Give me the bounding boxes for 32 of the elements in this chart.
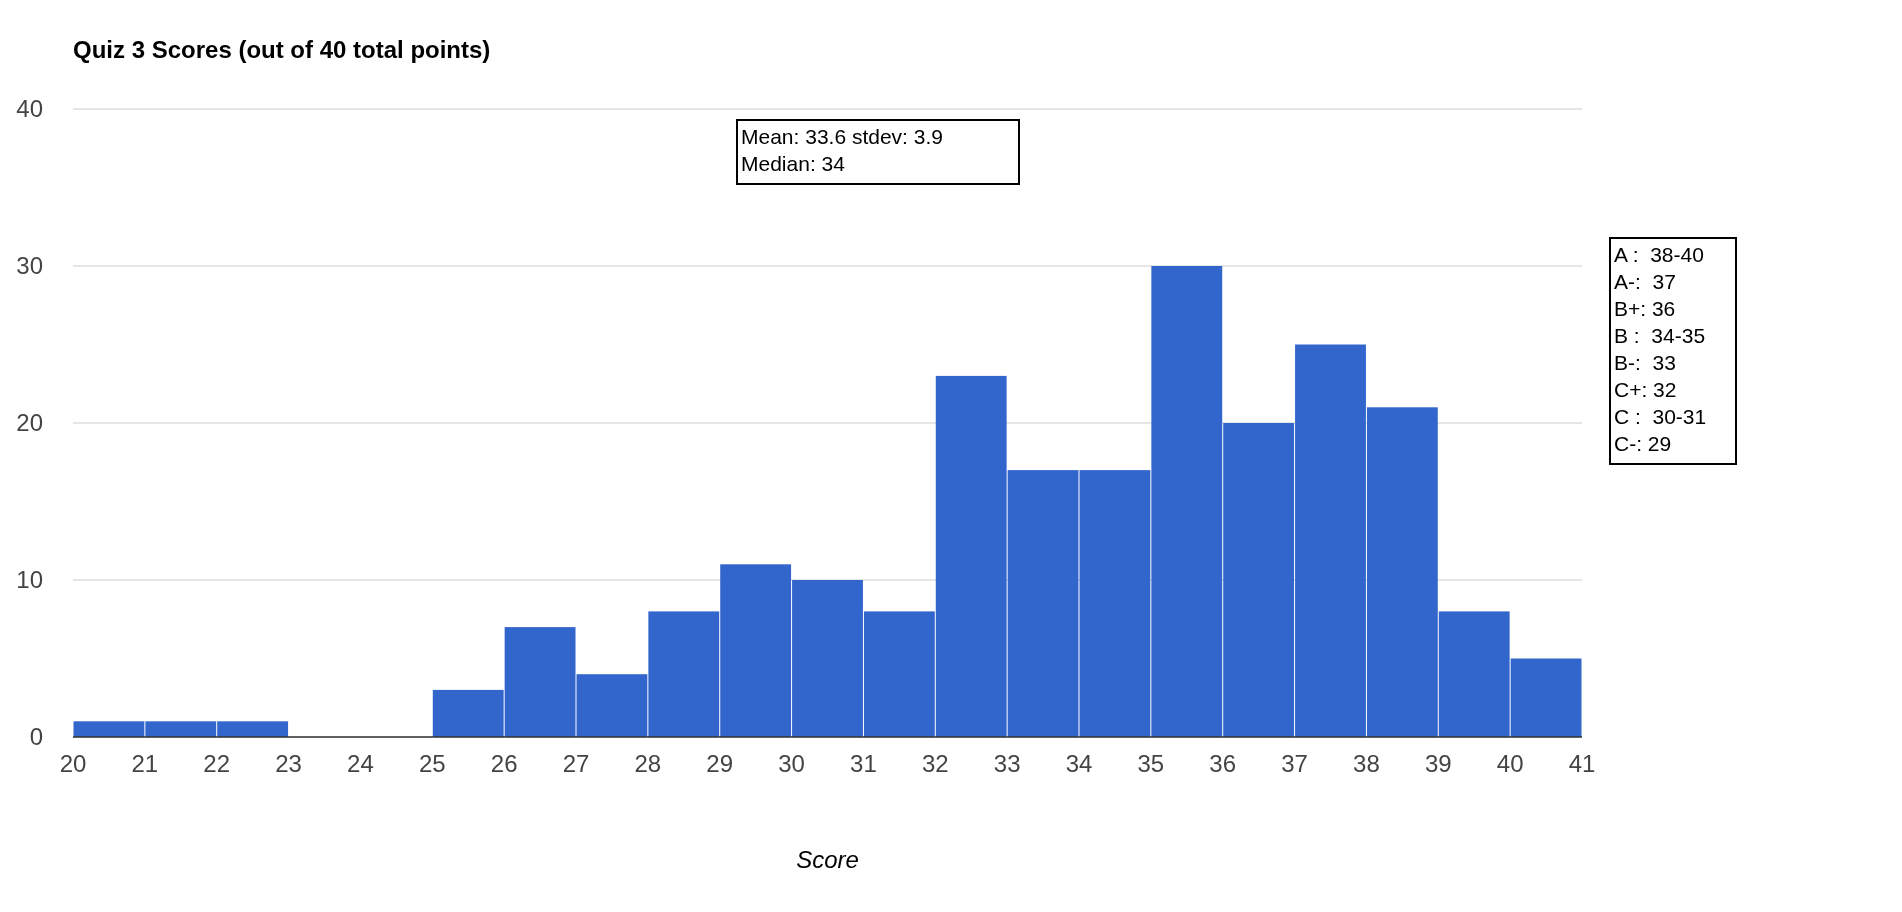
x-tick-label: 29 bbox=[706, 750, 734, 777]
y-tick-label: 40 bbox=[16, 95, 43, 123]
x-tick-label: 28 bbox=[634, 750, 662, 777]
x-tick-label: 37 bbox=[1281, 750, 1308, 777]
x-tick-label: 20 bbox=[59, 750, 87, 777]
x-tick-label: 40 bbox=[1496, 750, 1524, 777]
x-tick-label: 32 bbox=[921, 750, 949, 777]
y-tick-label: 30 bbox=[16, 252, 43, 280]
x-tick-label: 27 bbox=[562, 750, 590, 777]
x-tick-label: 33 bbox=[993, 750, 1021, 777]
x-tick-label: 23 bbox=[275, 750, 302, 777]
x-tick-label: 26 bbox=[490, 750, 518, 777]
x-tick-label: 35 bbox=[1137, 750, 1165, 777]
x-tick-label: 38 bbox=[1353, 750, 1380, 777]
x-tick-label: 34 bbox=[1065, 750, 1093, 777]
x-tick-label: 39 bbox=[1424, 750, 1452, 777]
x-tick-label: 30 bbox=[778, 750, 805, 777]
x-tick-label: 25 bbox=[418, 750, 446, 777]
x-tick-label: 41 bbox=[1568, 750, 1596, 777]
x-tick-label: 31 bbox=[850, 750, 877, 777]
x-axis-title: Score bbox=[796, 846, 859, 873]
x-tick-label: 36 bbox=[1209, 750, 1237, 777]
y-tick-label: 0 bbox=[29, 723, 43, 751]
y-tick-label: 20 bbox=[16, 409, 43, 437]
chart-title: Quiz 3 Scores (out of 40 total points) bbox=[73, 36, 491, 63]
y-tick-label: 10 bbox=[16, 566, 43, 594]
x-tick-label: 21 bbox=[131, 750, 159, 777]
note-box: A : 38-40 A-: 37 B+: 36 B : 34-35 B-: 33 C+: 32 C : 30-31 C-: 29 bbox=[1609, 237, 1737, 465]
x-tick-label: 24 bbox=[347, 750, 374, 777]
annotation: Mean: 33.6 stdev: 3.9 Median: 34 bbox=[741, 125, 943, 175]
x-tick-label: 22 bbox=[203, 750, 231, 777]
note-box: Mean: 33.6 stdev: 3.9 Median: 34 bbox=[736, 119, 1020, 185]
